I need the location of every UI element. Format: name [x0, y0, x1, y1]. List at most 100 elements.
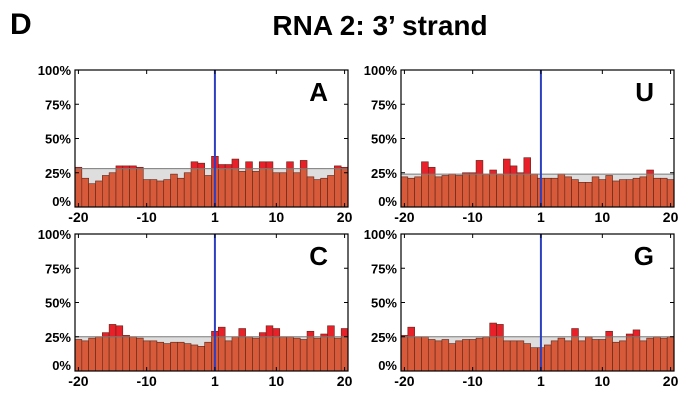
bar: [482, 336, 491, 372]
bar: [421, 336, 429, 372]
bar: [197, 168, 205, 208]
bar: [108, 336, 117, 372]
bar-excess: [299, 160, 308, 169]
bar: [653, 177, 661, 208]
y-tick-label: 75%: [45, 261, 71, 276]
bar: [327, 336, 335, 372]
bar: [530, 173, 538, 208]
y-tick-label: 0%: [52, 194, 71, 209]
bar: [170, 341, 178, 372]
bar-excess: [258, 161, 267, 169]
bar: [183, 172, 192, 208]
bar: [108, 172, 117, 208]
bar-excess: [523, 157, 531, 175]
panel-tag: D: [10, 8, 32, 41]
x-tick-label: 1: [211, 209, 219, 225]
bar: [625, 336, 634, 372]
bar-excess: [632, 329, 641, 338]
y-tick-label: 25%: [45, 330, 71, 345]
y-tick-label: 100%: [364, 227, 398, 242]
bar: [523, 173, 531, 208]
bar: [550, 177, 559, 208]
x-tick-label: 20: [663, 209, 679, 225]
bar-excess: [272, 328, 281, 338]
bar: [95, 180, 103, 208]
bar: [544, 177, 552, 208]
bar: [578, 340, 586, 372]
bar: [197, 346, 205, 372]
bar: [136, 337, 144, 372]
bar: [448, 173, 456, 208]
x-tick-label: -20: [394, 373, 414, 389]
bar: [258, 336, 267, 372]
bar: [142, 179, 151, 208]
bar: [306, 336, 315, 372]
bar: [122, 336, 130, 372]
bar: [88, 337, 96, 372]
bar: [122, 168, 130, 208]
bar: [265, 168, 274, 208]
bar: [612, 341, 620, 372]
bar: [190, 168, 199, 208]
bar: [496, 336, 504, 372]
bar: [252, 171, 260, 208]
bar: [204, 341, 212, 372]
bar: [177, 177, 185, 208]
bar: [190, 344, 199, 372]
x-tick-label: -10: [137, 209, 157, 225]
bar: [489, 173, 497, 208]
bar: [448, 343, 456, 372]
bar: [252, 337, 260, 372]
x-tick-label: -20: [68, 209, 88, 225]
bar-excess: [306, 330, 315, 338]
bar: [605, 336, 613, 372]
bar: [231, 168, 240, 208]
x-tick-label: -20: [394, 209, 414, 225]
bar-excess: [265, 161, 274, 169]
bar: [564, 340, 572, 372]
bar: [646, 173, 654, 208]
bar: [224, 168, 233, 208]
x-tick-label: -20: [68, 373, 88, 389]
bar: [571, 179, 579, 208]
bar: [258, 168, 267, 208]
bar: [619, 340, 627, 372]
x-tick-label: 20: [337, 373, 353, 389]
x-tick-label: 10: [269, 209, 285, 225]
bar: [265, 336, 274, 372]
figure-title: RNA 2: 3’ strand: [272, 10, 488, 41]
y-tick-label: 25%: [371, 330, 397, 345]
bar-excess: [646, 169, 654, 175]
bar: [400, 176, 409, 208]
bar: [313, 179, 321, 208]
panel-label: A: [309, 77, 328, 107]
panel-label: U: [635, 77, 654, 107]
bar: [489, 336, 497, 372]
bar: [427, 339, 436, 372]
bar: [224, 340, 233, 372]
bar: [279, 172, 287, 208]
bar: [149, 340, 158, 372]
bar: [81, 177, 89, 208]
y-tick-label: 100%: [38, 227, 72, 242]
bar: [557, 173, 566, 208]
bar: [557, 337, 566, 372]
bar-excess: [496, 324, 504, 338]
bar: [660, 337, 668, 372]
bar-excess: [115, 325, 124, 338]
bar: [584, 182, 593, 208]
bar: [163, 343, 171, 372]
y-tick-label: 25%: [45, 166, 71, 181]
bar: [115, 336, 124, 372]
bar: [320, 177, 328, 208]
bar: [149, 179, 158, 208]
bar: [550, 340, 559, 372]
y-tick-label: 50%: [45, 296, 71, 311]
bar-excess: [218, 326, 226, 338]
bar: [475, 173, 484, 208]
bar: [468, 173, 477, 208]
x-tick-label: 1: [211, 373, 219, 389]
x-tick-label: -10: [463, 373, 483, 389]
